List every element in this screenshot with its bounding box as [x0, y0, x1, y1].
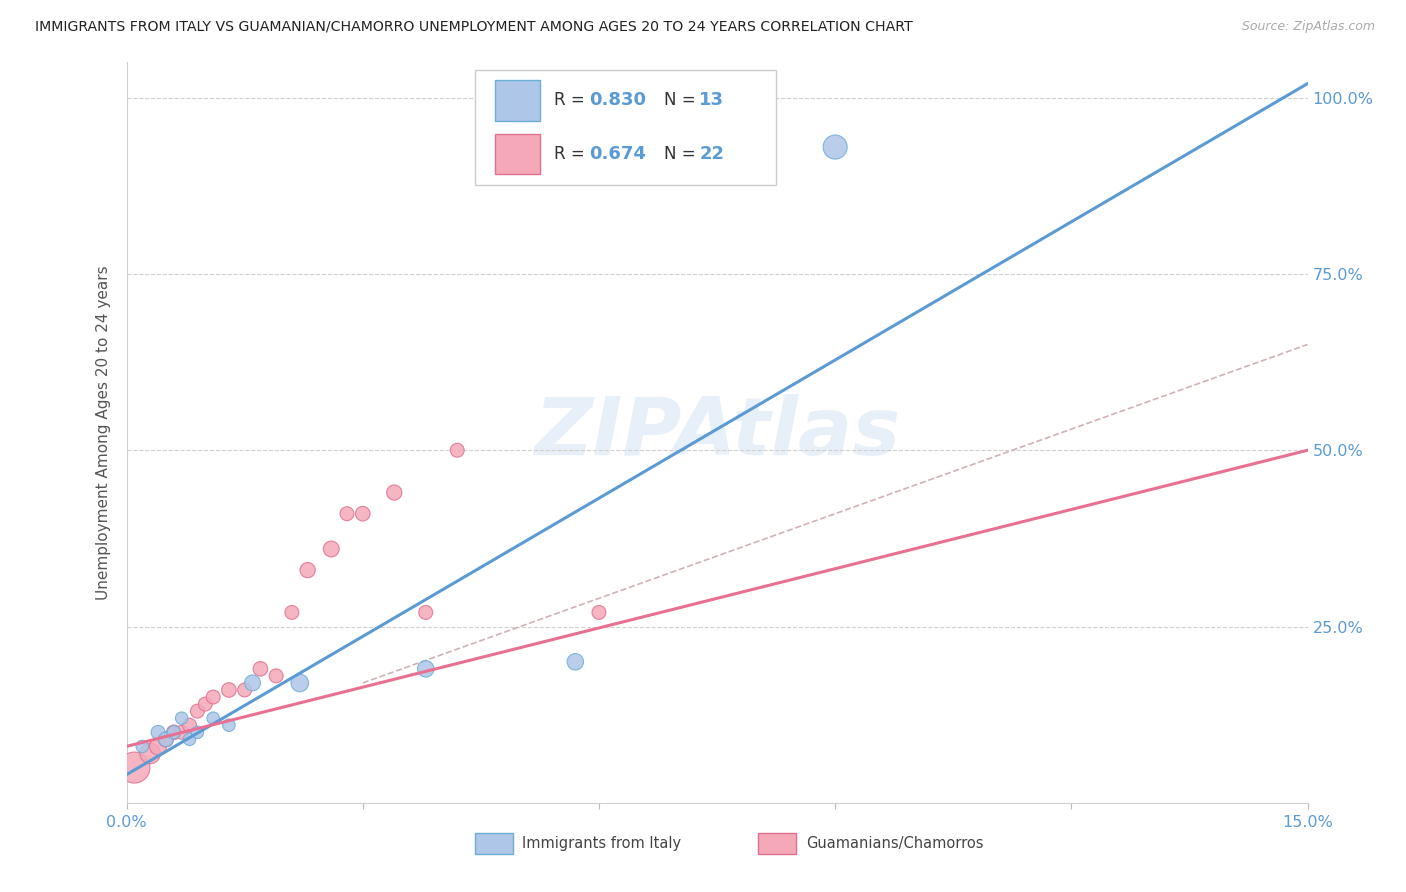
Text: IMMIGRANTS FROM ITALY VS GUAMANIAN/CHAMORRO UNEMPLOYMENT AMONG AGES 20 TO 24 YEA: IMMIGRANTS FROM ITALY VS GUAMANIAN/CHAMO…	[35, 20, 912, 34]
Point	[382, 485, 405, 500]
FancyBboxPatch shape	[495, 80, 540, 120]
Point	[352, 507, 374, 521]
Point	[170, 725, 193, 739]
Y-axis label: Unemployment Among Ages 20 to 24 years: Unemployment Among Ages 20 to 24 years	[96, 265, 111, 600]
Point	[446, 443, 468, 458]
Point	[155, 732, 177, 747]
Point	[194, 697, 217, 711]
Point	[155, 732, 177, 747]
Point	[139, 747, 162, 761]
Text: 0.830: 0.830	[589, 91, 647, 110]
Text: N =: N =	[664, 145, 700, 163]
Point	[202, 711, 225, 725]
Point	[281, 606, 304, 620]
Point	[564, 655, 586, 669]
FancyBboxPatch shape	[475, 833, 513, 854]
FancyBboxPatch shape	[758, 833, 796, 854]
FancyBboxPatch shape	[495, 134, 540, 175]
Point	[131, 739, 153, 754]
Point	[288, 676, 311, 690]
Point	[179, 732, 201, 747]
Point	[415, 662, 437, 676]
Text: 22: 22	[699, 145, 724, 163]
Text: Guamanians/Chamorros: Guamanians/Chamorros	[806, 836, 983, 851]
FancyBboxPatch shape	[475, 70, 776, 185]
Point	[264, 669, 287, 683]
Point	[186, 725, 208, 739]
Text: R =: R =	[554, 91, 591, 110]
Text: Immigrants from Italy: Immigrants from Italy	[522, 836, 682, 851]
Point	[321, 541, 343, 556]
Point	[170, 711, 193, 725]
Point	[202, 690, 225, 704]
Point	[233, 683, 256, 698]
Text: Source: ZipAtlas.com: Source: ZipAtlas.com	[1241, 20, 1375, 33]
Point	[179, 718, 201, 732]
Point	[415, 606, 437, 620]
Text: 0.674: 0.674	[589, 145, 647, 163]
Point	[186, 704, 208, 718]
Point	[218, 718, 240, 732]
Text: ZIPAtlas: ZIPAtlas	[534, 393, 900, 472]
Text: R =: R =	[554, 145, 591, 163]
Point	[124, 760, 146, 774]
Text: N =: N =	[664, 91, 700, 110]
Point	[242, 676, 264, 690]
Point	[163, 725, 186, 739]
Point	[588, 606, 610, 620]
Point	[297, 563, 319, 577]
Point	[146, 725, 169, 739]
Point	[218, 683, 240, 698]
Point	[146, 739, 169, 754]
Point	[824, 140, 846, 154]
Point	[336, 507, 359, 521]
Point	[249, 662, 271, 676]
Text: 13: 13	[699, 91, 724, 110]
Point	[163, 725, 186, 739]
